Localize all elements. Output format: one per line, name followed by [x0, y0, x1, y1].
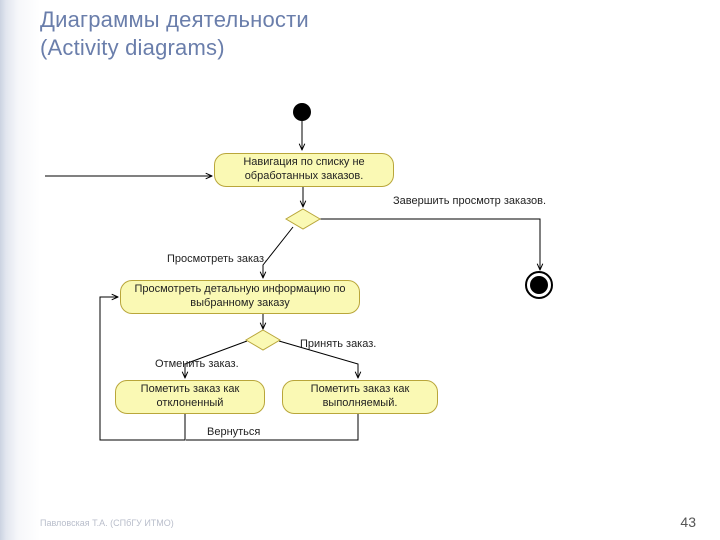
- edge: [320, 219, 540, 270]
- activity-diagram: Навигация по списку не обработанных зака…: [0, 0, 720, 540]
- label-cancel-order: Отменить заказ.: [155, 358, 239, 370]
- decision-node: [246, 330, 280, 350]
- label-return: Вернуться: [207, 426, 260, 438]
- start-node: [293, 103, 311, 121]
- final-node: [525, 271, 553, 299]
- final-node-inner: [530, 276, 548, 294]
- activity-mark-rejected: Пометить заказ как отклоненный: [115, 380, 265, 414]
- edge: [263, 227, 293, 278]
- activity-view-detail: Просмотреть детальную информацию по выбр…: [120, 280, 360, 314]
- label-view-order: Просмотреть заказ.: [167, 253, 267, 265]
- diagram-edges: [0, 0, 720, 540]
- activity-navigate: Навигация по списку не обработанных зака…: [214, 153, 394, 187]
- label-accept-order: Принять заказ.: [300, 338, 376, 350]
- footer-author: Павловская Т.А. (СПбГУ ИТМО): [40, 518, 174, 528]
- activity-mark-accepted: Пометить заказ как выполняемый.: [282, 380, 438, 414]
- label-finish-viewing: Завершить просмотр заказов.: [393, 195, 546, 207]
- page-number: 43: [680, 514, 696, 530]
- decision-node: [286, 209, 320, 229]
